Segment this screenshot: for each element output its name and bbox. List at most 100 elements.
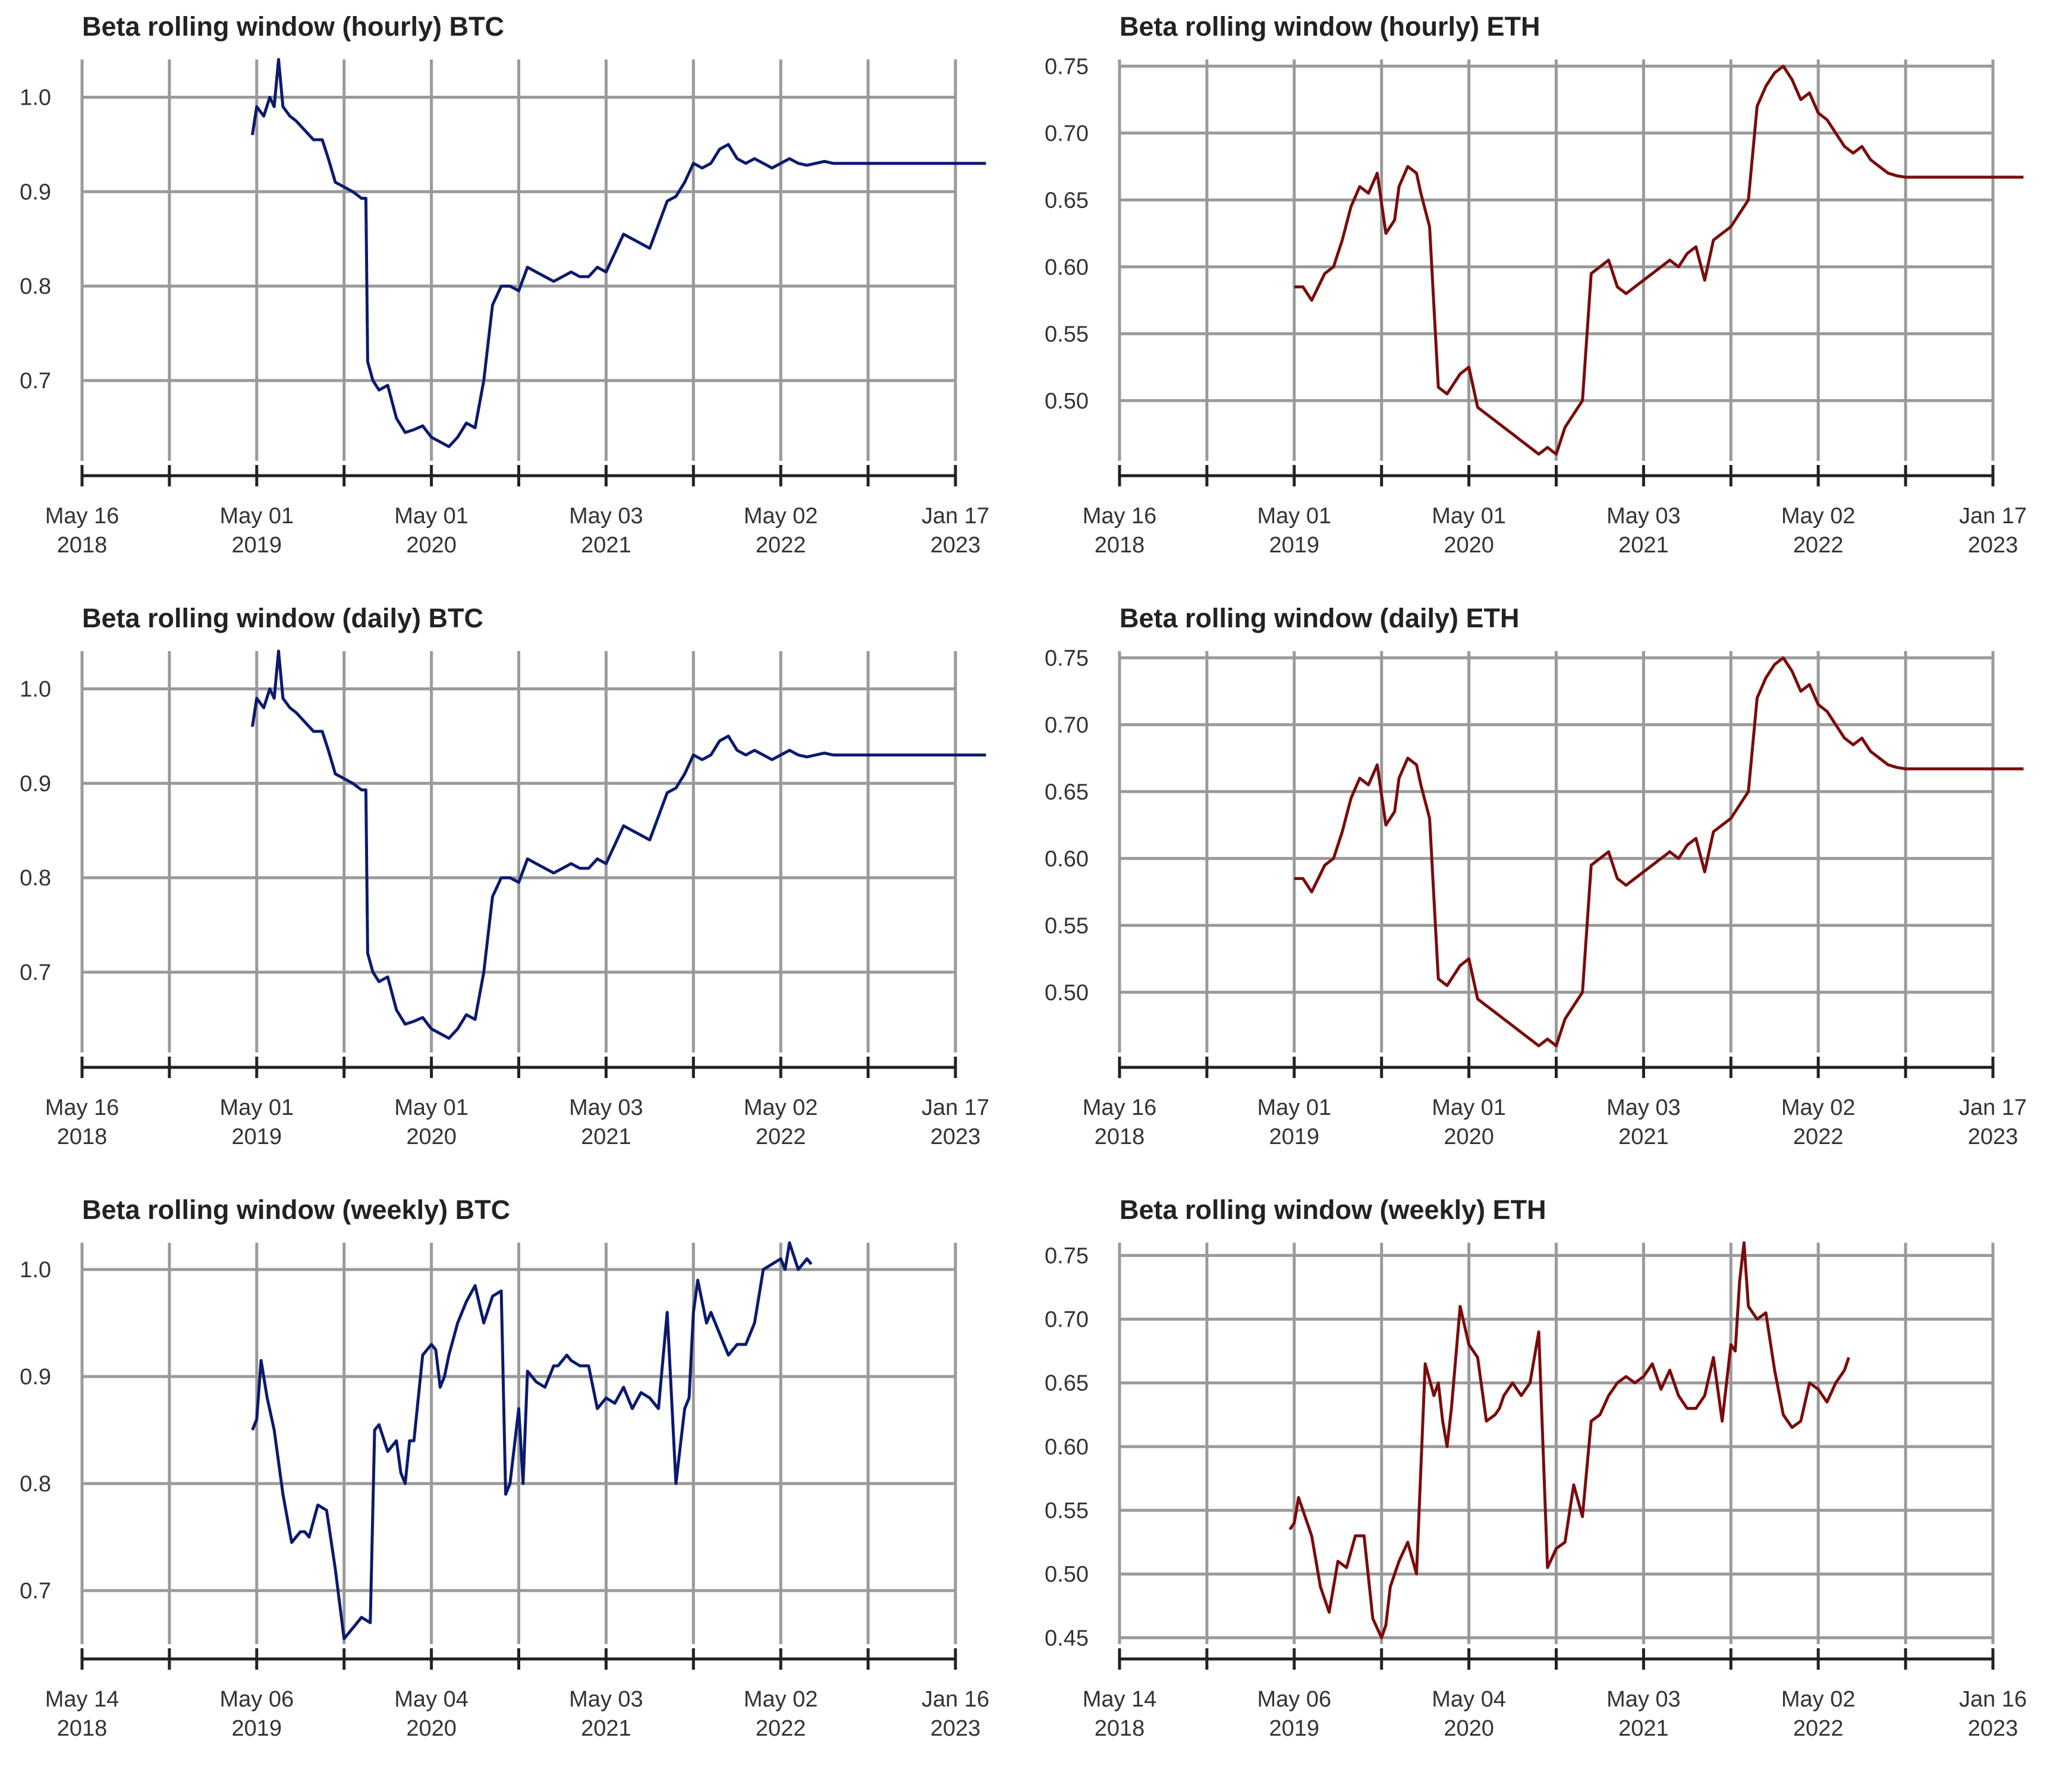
x-tick-year: 2022 [756,1124,806,1149]
x-tick-label: May 06 [219,1687,294,1712]
y-tick-label: 0.8 [20,274,51,299]
x-tick-label: May 06 [1257,1687,1331,1712]
chart-weekly-btc: Beta rolling window (weekly) BTC 0.7 0.8 0.… [20,1195,989,1741]
y-tick-label: 0.75 [1045,54,1089,79]
x-tick-year: 2022 [1793,533,1844,558]
panel-daily-btc: Beta rolling window (daily) BTC 0.7 0.8 0.9… [0,592,1035,1174]
y-tick-label: 0.55 [1045,1498,1089,1523]
x-tick-year: 2021 [1618,1124,1669,1149]
x-tick-label: Jan 17 [1959,1095,2027,1120]
x-tick-year: 2020 [406,533,457,558]
x-tick-label: May 03 [1606,504,1681,529]
chart-hourly-eth: Beta rolling window (hourly) ETH 0.50 0.55… [1045,11,2027,558]
x-tick-year: 2018 [1095,1124,1145,1149]
x-tick-label: May 14 [45,1687,120,1712]
x-tick-label: Jan 17 [1959,504,2027,529]
x-tick-year: 2019 [1269,533,1320,558]
x-tick-label: May 02 [1781,504,1856,529]
series-line-daily-btc [251,649,986,1040]
x-tick-year: 2020 [406,1124,457,1149]
x-tick-year: 2022 [756,533,806,558]
chart-title: Beta rolling window (weekly) BTC [82,1195,510,1225]
x-tick-year: 2021 [1618,1716,1669,1741]
x-tick-year: 2018 [57,533,108,558]
x-tick-year: 2022 [756,1716,806,1741]
series-line-hourly-btc [251,58,986,448]
x-tick-label: May 02 [744,504,818,529]
y-tick-label: 0.65 [1045,780,1089,805]
chart-daily-eth: Beta rolling window (daily) ETH 0.50 0.55 0… [1045,603,2027,1149]
x-tick-label: May 01 [1432,1095,1506,1120]
x-tick-label: May 16 [1083,1095,1157,1120]
y-tick-label: 0.50 [1045,981,1089,1005]
y-tick-label: 0.75 [1045,1243,1089,1268]
y-tick-label: 1.0 [20,86,51,111]
y-tick-label: 1.0 [20,1258,51,1283]
x-tick-year: 2019 [232,533,282,558]
x-tick-year: 2018 [1095,1716,1145,1741]
y-tick-label: 0.70 [1045,121,1089,146]
panel-weekly-eth: Beta rolling window (weekly) ETH 0.45 0.50… [1037,1183,2072,1766]
panel-daily-eth: Beta rolling window (daily) ETH 0.50 0.55 0… [1037,592,2072,1174]
x-tick-year: 2023 [1968,1716,2018,1741]
x-tick-year: 2021 [1618,533,1669,558]
x-tick-label: Jan 16 [1959,1687,2027,1712]
y-tick-label: 0.60 [1045,847,1089,872]
x-tick-year: 2020 [406,1716,457,1741]
x-tick-year: 2022 [1793,1716,1844,1741]
y-tick-label: 0.9 [20,1365,51,1390]
x-tick-year: 2019 [1269,1716,1320,1741]
x-tick-year: 2023 [1968,533,2018,558]
x-tick-label: May 03 [1606,1095,1681,1120]
chart-hourly-btc: Beta rolling window (hourly) BTC 0.7 0.8 0.… [20,11,989,558]
x-tick-year: 2023 [1968,1124,2018,1149]
x-tick-year: 2020 [1444,533,1494,558]
x-tick-year: 2018 [1095,533,1145,558]
y-tick-label: 0.70 [1045,713,1089,738]
series-line-weekly-eth [1288,1241,1850,1639]
y-tick-label: 0.70 [1045,1308,1089,1333]
x-tick-label: May 16 [45,1095,120,1120]
panel-hourly-btc: Beta rolling window (hourly) BTC 0.7 0.8 0.… [0,0,1035,583]
x-tick-label: May 16 [1083,504,1157,529]
x-tick-label: May 02 [744,1095,818,1120]
y-tick-label: 0.50 [1045,389,1089,414]
x-tick-label: May 01 [394,504,469,529]
x-tick-label: May 03 [569,1687,643,1712]
x-tick-label: May 01 [1257,1095,1331,1120]
x-tick-label: May 01 [219,1095,294,1120]
x-tick-year: 2019 [232,1124,282,1149]
y-tick-label: 0.9 [20,180,51,205]
y-tick-label: 0.9 [20,771,51,796]
series-line-weekly-btc [251,1241,813,1641]
chart-daily-btc: Beta rolling window (daily) BTC 0.7 0.8 0.9… [20,603,989,1149]
x-tick-year: 2018 [57,1716,108,1741]
x-tick-year: 2023 [930,1124,981,1149]
x-tick-year: 2023 [930,1716,981,1741]
x-tick-year: 2021 [581,533,631,558]
x-tick-label: May 14 [1083,1687,1157,1712]
chart-title: Beta rolling window (hourly) BTC [82,11,504,42]
y-tick-label: 0.7 [20,369,51,394]
y-tick-label: 0.8 [20,1472,51,1497]
y-tick-label: 0.50 [1045,1562,1089,1587]
y-tick-label: 0.55 [1045,913,1089,938]
panel-hourly-eth: Beta rolling window (hourly) ETH 0.50 0.55… [1037,0,2072,583]
x-tick-year: 2020 [1444,1124,1494,1149]
chart-title: Beta rolling window (hourly) ETH [1120,11,1540,42]
y-tick-label: 0.7 [20,960,51,985]
x-tick-label: May 03 [1606,1687,1681,1712]
x-tick-year: 2021 [581,1124,631,1149]
x-tick-label: May 03 [569,1095,643,1120]
x-tick-label: May 01 [394,1095,469,1120]
x-tick-label: Jan 17 [922,504,989,529]
x-tick-label: May 01 [219,504,294,529]
x-tick-label: Jan 17 [922,1095,989,1120]
series-line-hourly-eth [1294,64,2024,456]
y-tick-label: 0.8 [20,866,51,891]
y-tick-label: 0.45 [1045,1626,1089,1651]
x-tick-year: 2019 [232,1716,282,1741]
x-tick-year: 2022 [1793,1124,1844,1149]
x-tick-label: May 02 [1781,1687,1856,1712]
x-tick-label: May 01 [1257,504,1331,529]
